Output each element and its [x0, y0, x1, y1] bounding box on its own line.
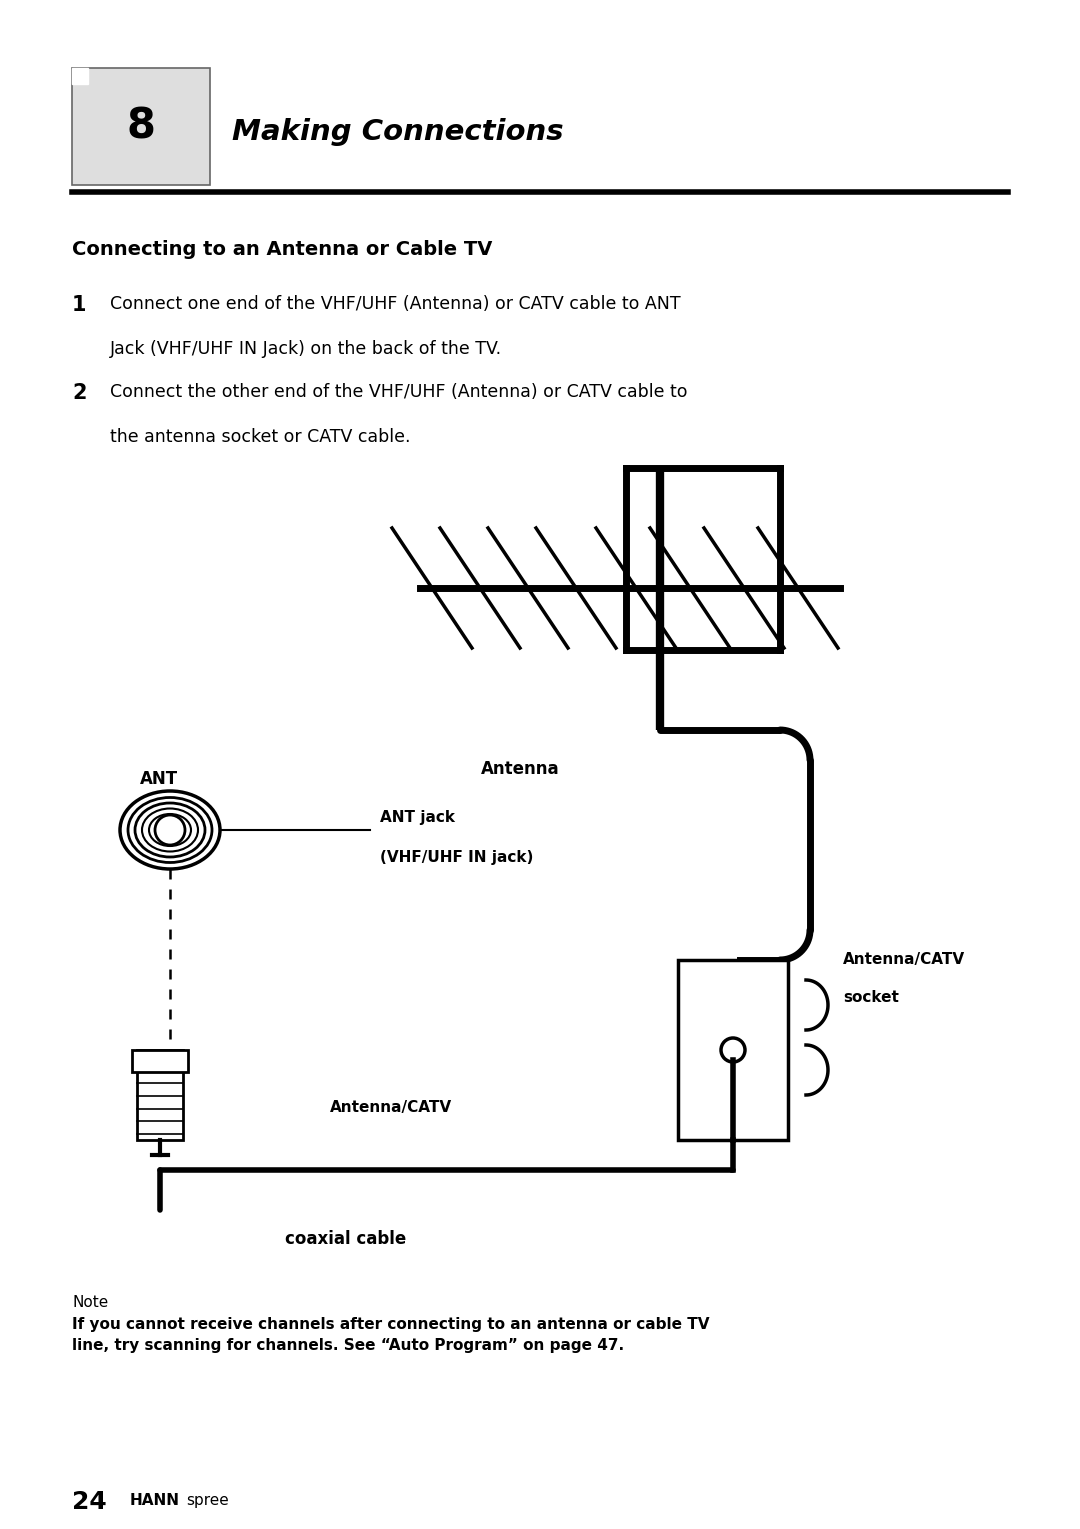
Text: ANT jack: ANT jack — [380, 810, 455, 826]
Text: HANN: HANN — [130, 1492, 180, 1508]
Text: Note: Note — [72, 1295, 108, 1310]
Text: Making Connections: Making Connections — [232, 118, 564, 145]
Text: 1: 1 — [72, 295, 86, 315]
Text: Connect one end of the VHF/UHF (Antenna) or CATV cable to ANT: Connect one end of the VHF/UHF (Antenna)… — [110, 295, 680, 313]
Text: Antenna/CATV: Antenna/CATV — [843, 953, 966, 966]
Bar — [137, 1050, 183, 1141]
Text: Jack (VHF/UHF IN Jack) on the back of the TV.: Jack (VHF/UHF IN Jack) on the back of th… — [110, 339, 502, 358]
Text: Antenna/CATV: Antenna/CATV — [330, 1099, 453, 1115]
Text: coaxial cable: coaxial cable — [285, 1229, 406, 1248]
Text: Connect the other end of the VHF/UHF (Antenna) or CATV cable to: Connect the other end of the VHF/UHF (An… — [110, 382, 688, 401]
Text: 8: 8 — [126, 106, 156, 147]
Text: Antenna: Antenna — [481, 760, 559, 778]
Text: ANT: ANT — [140, 771, 178, 787]
Text: If you cannot receive channels after connecting to an antenna or cable TV
line, : If you cannot receive channels after con… — [72, 1316, 710, 1353]
Text: spree: spree — [186, 1492, 229, 1508]
Bar — [132, 1050, 188, 1072]
Text: 24: 24 — [72, 1489, 107, 1514]
Circle shape — [156, 815, 185, 846]
Text: 2: 2 — [72, 382, 86, 404]
Text: socket: socket — [843, 989, 899, 1005]
Text: (VHF/UHF IN jack): (VHF/UHF IN jack) — [380, 850, 534, 865]
Polygon shape — [72, 67, 87, 84]
Text: Connecting to an Antenna or Cable TV: Connecting to an Antenna or Cable TV — [72, 240, 492, 258]
Text: the antenna socket or CATV cable.: the antenna socket or CATV cable. — [110, 428, 410, 446]
Bar — [678, 960, 788, 1141]
Bar — [72, 67, 210, 185]
